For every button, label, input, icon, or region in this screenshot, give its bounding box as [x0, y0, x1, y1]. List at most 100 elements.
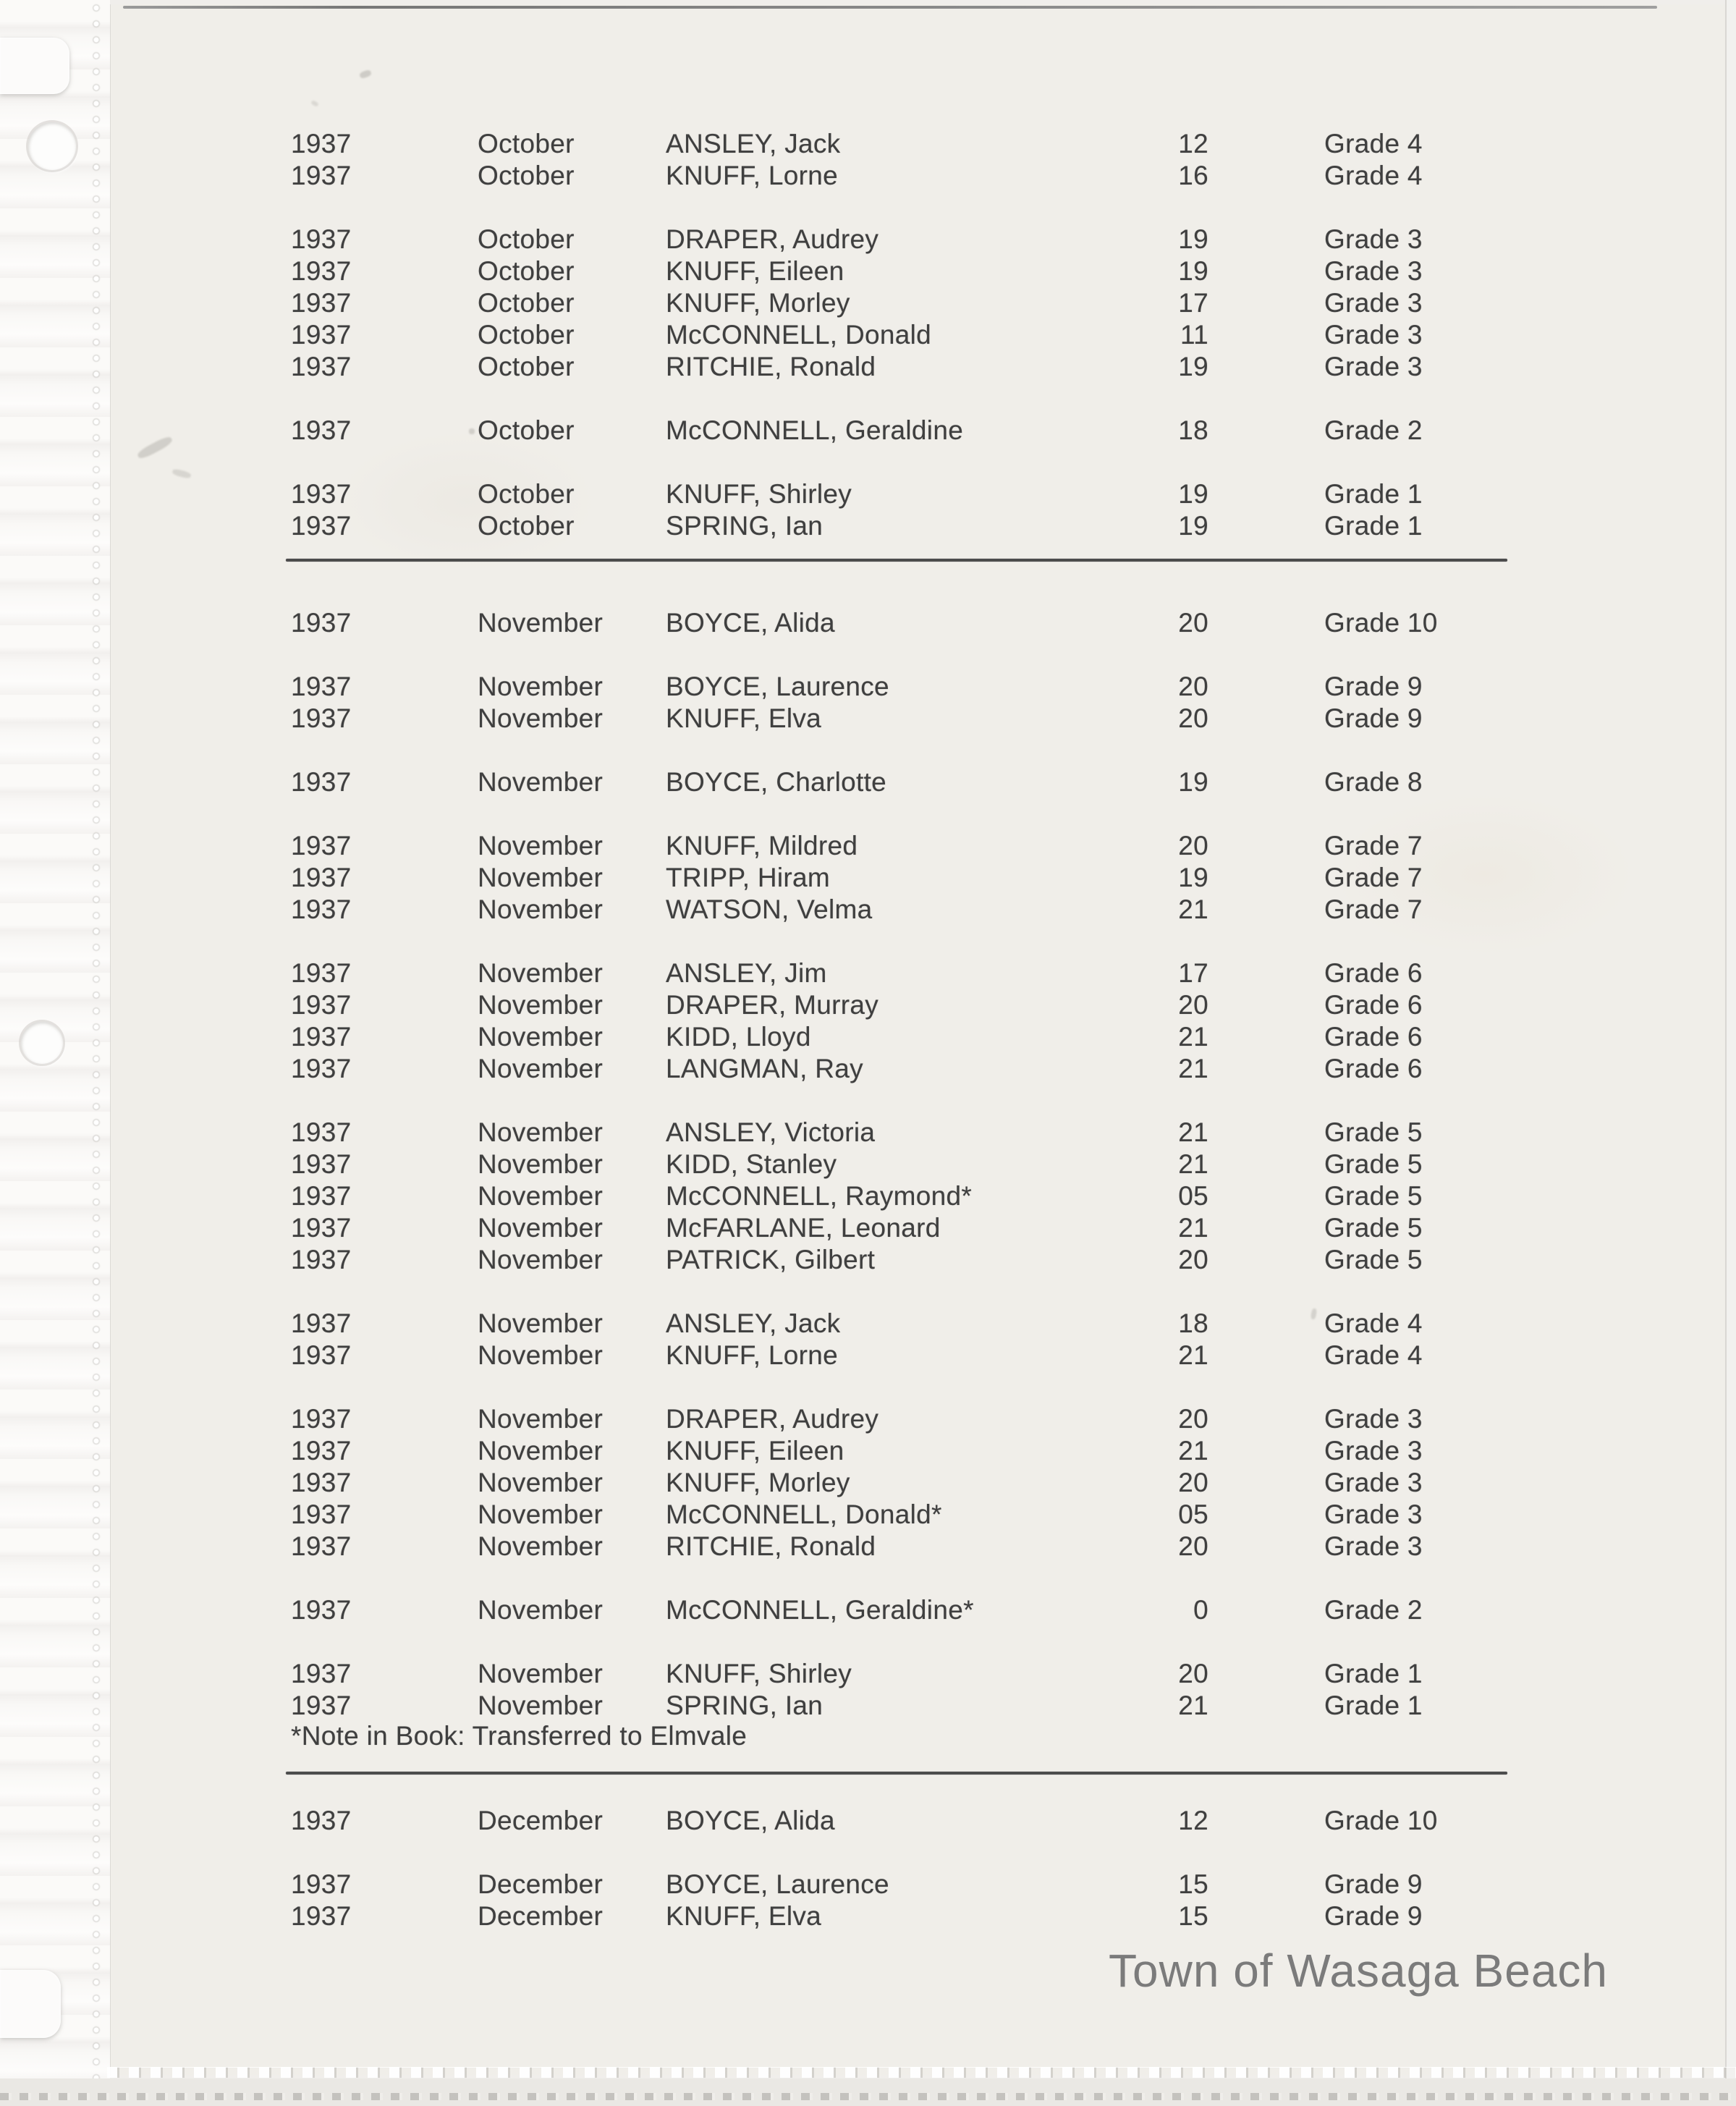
record-grade: Grade 2 [1324, 1595, 1423, 1625]
record-year: 1937 [291, 958, 352, 988]
record-month: November [478, 1181, 604, 1211]
record-days: 19 [1178, 224, 1208, 254]
record-month: November [478, 1308, 604, 1338]
record-days: 05 [1178, 1500, 1208, 1529]
binder-tab-bottom [0, 1970, 61, 2038]
record-days: 19 [1178, 767, 1208, 797]
record-name: KNUFF, Eileen [666, 1436, 844, 1466]
record-name: ANSLEY, Jack [666, 1308, 841, 1338]
record-name: KIDD, Stanley [666, 1149, 837, 1179]
record-days: 19 [1178, 479, 1208, 509]
record-days: 20 [1178, 1659, 1208, 1688]
record-month: October [478, 256, 575, 286]
record-name: WATSON, Velma [666, 895, 873, 924]
record-grade: Grade 3 [1324, 1404, 1423, 1434]
record-month: November [478, 1659, 604, 1688]
record-year: 1937 [291, 320, 352, 350]
record-days: 21 [1178, 1117, 1208, 1147]
sleeve-bottom-edge [0, 2078, 1736, 2106]
table-row: 1937 November KNUFF, Lorne 21 Grade 4 [0, 1341, 1736, 1373]
table-row: 1937 November BOYCE, Alida 20 Grade 10 [0, 609, 1736, 640]
table-row: 1937 October RITCHIE, Ronald 19 Grade 3 [0, 352, 1736, 384]
sleeve-right-margin [1727, 0, 1736, 2106]
record-month: October [478, 479, 575, 509]
record-grade: Grade 1 [1324, 1691, 1423, 1720]
record-grade: Grade 3 [1324, 256, 1423, 286]
record-days: 20 [1178, 1531, 1208, 1561]
record-days: 17 [1178, 288, 1208, 318]
record-month: November [478, 703, 604, 733]
record-month: October [478, 415, 575, 445]
record-days: 16 [1178, 161, 1208, 190]
record-name: KNUFF, Morley [666, 1468, 850, 1497]
record-month: November [478, 1691, 604, 1720]
record-days: 20 [1178, 1468, 1208, 1497]
record-grade: Grade 3 [1324, 320, 1423, 350]
table-row: 1937 November DRAPER, Audrey 20 Grade 3 [0, 1405, 1736, 1437]
table-row: 1937 October KNUFF, Morley 17 Grade 3 [0, 289, 1736, 321]
record-month: December [478, 1869, 604, 1899]
table-row: 1937 November KIDD, Stanley 21 Grade 5 [0, 1150, 1736, 1182]
record-month: November [478, 831, 604, 860]
section-divider-october-november [286, 559, 1507, 562]
table-row: 1937 October DRAPER, Audrey 19 Grade 3 [0, 225, 1736, 257]
record-days: 20 [1178, 608, 1208, 638]
record-days: 20 [1178, 990, 1208, 1020]
record-month: November [478, 863, 604, 892]
record-year: 1937 [291, 990, 352, 1020]
table-row: 1937 October KNUFF, Lorne 16 Grade 4 [0, 161, 1736, 193]
record-name: KNUFF, Morley [666, 288, 850, 318]
record-name: KNUFF, Shirley [666, 479, 852, 509]
record-year: 1937 [291, 1181, 352, 1211]
record-grade: Grade 6 [1324, 958, 1423, 988]
paper-sheet [110, 4, 1727, 2076]
transfer-footnote: *Note in Book: Transferred to Elmvale [291, 1721, 748, 1751]
record-grade: Grade 4 [1324, 161, 1423, 190]
record-name: McCONNELL, Geraldine [666, 415, 964, 445]
record-grade: Grade 3 [1324, 1436, 1423, 1466]
record-name: DRAPER, Murray [666, 990, 879, 1020]
table-row: 1937 October KNUFF, Eileen 19 Grade 3 [0, 257, 1736, 289]
section-divider-november-december [286, 1772, 1507, 1775]
table-row: 1937 October SPRING, Ian 19 Grade 1 [0, 512, 1736, 544]
record-month: October [478, 511, 575, 541]
record-year: 1937 [291, 1901, 352, 1931]
record-month: November [478, 958, 604, 988]
table-row: 1937 November SPRING, Ian 21 Grade 1 [0, 1691, 1736, 1723]
record-days: 19 [1178, 256, 1208, 286]
record-month: December [478, 1901, 604, 1931]
record-days: 20 [1178, 831, 1208, 860]
record-days: 20 [1178, 703, 1208, 733]
record-name: BOYCE, Alida [666, 608, 835, 638]
table-row: 1937 November McCONNELL, Geraldine* 0 Grade … [0, 1596, 1736, 1628]
record-year: 1937 [291, 1213, 352, 1243]
record-month: November [478, 672, 604, 701]
table-row: 1937 November KNUFF, Mildred 20 Grade 7 [0, 832, 1736, 863]
record-month: November [478, 767, 604, 797]
record-days: 15 [1178, 1869, 1208, 1899]
sleeve-stitch-seam-bottom [107, 2067, 1736, 2078]
table-row: 1937 October McCONNELL, Donald 11 Grade 3 [0, 321, 1736, 352]
table-row: 1937 October ANSLEY, Jack 12 Grade 4 [0, 130, 1736, 161]
record-year: 1937 [291, 672, 352, 701]
record-days: 20 [1178, 672, 1208, 701]
table-row: 1937 November KIDD, Lloyd 21 Grade 6 [0, 1023, 1736, 1054]
record-name: KNUFF, Lorne [666, 1340, 839, 1370]
record-year: 1937 [291, 767, 352, 797]
record-grade: Grade 6 [1324, 1054, 1423, 1083]
record-grade: Grade 10 [1324, 1806, 1438, 1835]
record-grade: Grade 8 [1324, 767, 1423, 797]
record-days: 18 [1178, 1308, 1208, 1338]
record-month: October [478, 352, 575, 381]
record-name: McCONNELL, Donald* [666, 1500, 942, 1529]
record-grade: Grade 2 [1324, 415, 1423, 445]
record-month: November [478, 1404, 604, 1434]
binder-hole-middle [21, 1022, 63, 1064]
record-year: 1937 [291, 831, 352, 860]
record-month: November [478, 1436, 604, 1466]
record-name: McCONNELL, Geraldine* [666, 1595, 974, 1625]
table-row: 1937 December BOYCE, Laurence 15 Grade 9 [0, 1870, 1736, 1902]
table-row: 1937 November ANSLEY, Victoria 21 Grade 5 [0, 1118, 1736, 1150]
record-month: November [478, 1022, 604, 1052]
table-row: 1937 December KNUFF, Elva 15 Grade 9 [0, 1902, 1736, 1934]
